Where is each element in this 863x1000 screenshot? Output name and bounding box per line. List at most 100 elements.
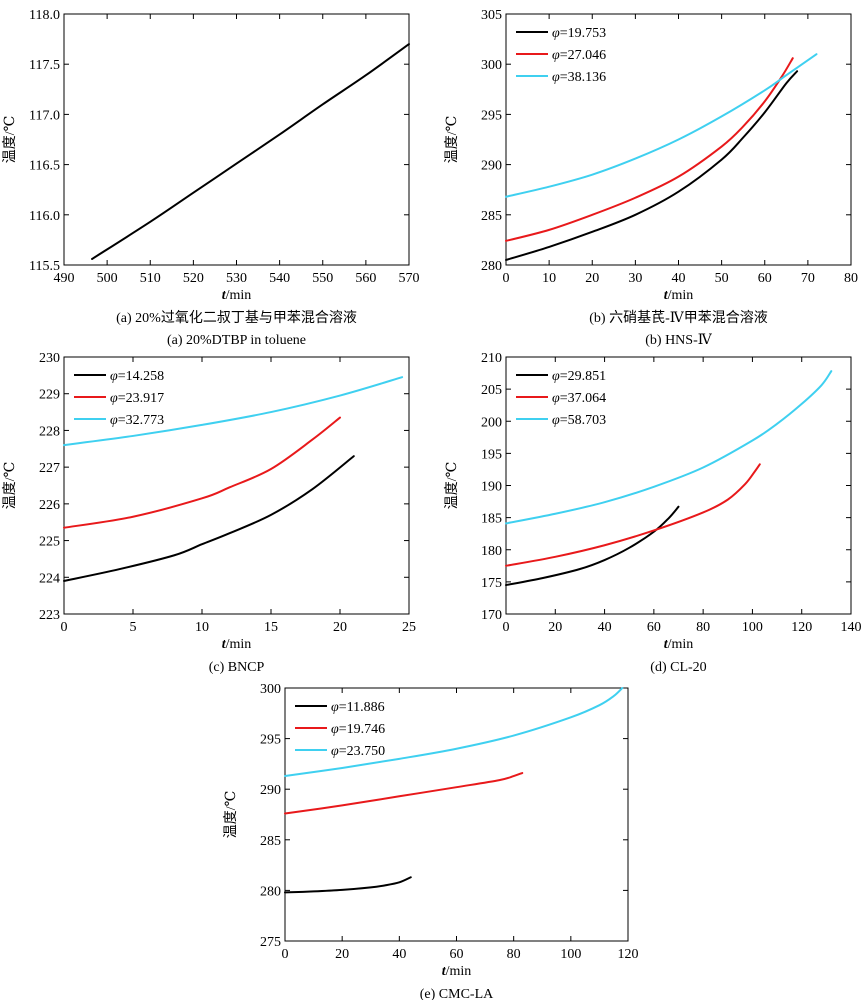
y-axis-title: 温度/℃ — [444, 462, 460, 510]
y-tick-label: 116.5 — [29, 159, 60, 174]
y-tick-label: 223 — [39, 608, 60, 623]
chart-panel-2: 0 10 20 30 40 50 60 70 80 280 285 290 295 300 305 t/min… — [444, 8, 858, 348]
y-tick-label: 300 — [481, 58, 502, 73]
series-line-3 — [505, 370, 833, 525]
x-tick-label: 5 — [130, 620, 137, 635]
y-tick-label: 117.5 — [29, 58, 60, 73]
series-line-1 — [505, 70, 799, 261]
x-tick-label: 570 — [399, 271, 420, 286]
y-tick-label: 295 — [260, 733, 281, 748]
y-tick-label: 275 — [260, 935, 281, 950]
y-tick-label: 117.0 — [29, 108, 60, 123]
series-line-2 — [505, 463, 761, 567]
x-tick-label: 0 — [503, 620, 510, 635]
series-line-1 — [63, 455, 355, 582]
legend-label: φ=38.136 — [552, 70, 606, 85]
x-axis-title: t/min — [664, 637, 694, 652]
series-line-1 — [284, 876, 412, 894]
legend-label: φ=29.851 — [552, 369, 606, 384]
x-tick-label: 0 — [503, 271, 510, 286]
x-tick-label: 40 — [392, 947, 406, 962]
chart-panel-5: 0 20 40 60 80 100 120 275 280 285 290 295 300 t/min 温度… — [223, 682, 639, 1000]
y-tick-label: 175 — [481, 576, 502, 591]
x-tick-label: 20 — [548, 620, 562, 635]
y-tick-label: 170 — [481, 608, 502, 623]
legend-label: φ=23.917 — [110, 391, 164, 406]
x-tick-label: 140 — [841, 620, 862, 635]
y-tick-label: 290 — [481, 159, 502, 174]
series-line-1 — [91, 43, 410, 260]
y-tick-label: 295 — [481, 108, 502, 123]
x-tick-label: 25 — [402, 620, 416, 635]
x-tick-label: 20 — [333, 620, 347, 635]
y-tick-label: 195 — [481, 447, 502, 462]
x-tick-label: 0 — [61, 620, 68, 635]
x-tick-label: 520 — [183, 271, 204, 286]
x-tick-label: 120 — [791, 620, 812, 635]
x-axis-title: t/min — [222, 288, 252, 303]
x-tick-label: 540 — [269, 271, 290, 286]
legend-label: φ=19.753 — [552, 26, 606, 41]
x-tick-label: 40 — [672, 271, 686, 286]
legend-label: φ=11.886 — [331, 700, 385, 715]
x-tick-label: 100 — [560, 947, 581, 962]
x-axis-title: t/min — [664, 288, 694, 303]
y-axis-title: 温度/℃ — [444, 116, 460, 164]
plot-frame — [63, 13, 410, 266]
y-tick-label: 228 — [39, 424, 60, 439]
x-tick-label: 80 — [696, 620, 710, 635]
chart-panel-1: 490 500 510 520 530 540 550 560 570 115.5 116.0 116… — [2, 8, 420, 348]
y-tick-label: 190 — [481, 480, 502, 495]
x-tick-label: 550 — [312, 271, 333, 286]
x-tick-label: 0 — [282, 947, 289, 962]
y-tick-label: 225 — [39, 535, 60, 550]
x-tick-label: 560 — [355, 271, 376, 286]
y-tick-label: 200 — [481, 415, 502, 430]
y-tick-label: 180 — [481, 544, 502, 559]
legend-label: φ=27.046 — [552, 48, 606, 63]
x-tick-label: 120 — [618, 947, 639, 962]
x-tick-label: 490 — [54, 271, 75, 286]
x-tick-label: 100 — [742, 620, 763, 635]
y-axis-title: 温度/℃ — [223, 791, 239, 839]
legend-label: φ=19.746 — [331, 722, 385, 737]
plot-frame — [63, 356, 410, 615]
y-tick-label: 185 — [481, 512, 502, 527]
series-line-3 — [63, 376, 404, 447]
panel-caption: (b) 六硝基芪-Ⅳ甲苯混合溶液 — [589, 309, 767, 326]
y-tick-label: 285 — [481, 209, 502, 224]
y-axis-title: 温度/℃ — [2, 462, 18, 510]
legend-label: φ=32.773 — [110, 413, 164, 428]
x-axis-title: t/min — [222, 637, 252, 652]
chart-panel-3: 0 5 10 15 20 25 223 224 225 226 227 228 229 230 t/min 温… — [2, 351, 416, 675]
x-tick-label: 510 — [140, 271, 161, 286]
y-tick-label: 290 — [260, 783, 281, 798]
y-tick-label: 300 — [260, 682, 281, 697]
y-tick-label: 210 — [481, 351, 502, 366]
x-tick-label: 30 — [628, 271, 642, 286]
y-tick-label: 118.0 — [29, 8, 60, 23]
x-tick-label: 70 — [801, 271, 815, 286]
x-tick-label: 60 — [758, 271, 772, 286]
legend-label: φ=14.258 — [110, 369, 164, 384]
y-tick-label: 116.0 — [29, 209, 60, 224]
x-tick-label: 15 — [264, 620, 278, 635]
x-tick-label: 20 — [335, 947, 349, 962]
x-axis-title: t/min — [442, 964, 472, 979]
series-line-2 — [284, 772, 524, 815]
x-tick-label: 60 — [647, 620, 661, 635]
series-line-3 — [284, 687, 624, 778]
y-tick-label: 115.5 — [29, 259, 60, 274]
y-tick-label: 285 — [260, 834, 281, 849]
y-axis-title: 温度/℃ — [2, 116, 18, 164]
series-line-3 — [505, 53, 818, 198]
x-tick-label: 50 — [715, 271, 729, 286]
y-tick-label: 305 — [481, 8, 502, 23]
y-tick-label: 280 — [481, 259, 502, 274]
panel-caption: (a) 20%DTBP in toluene — [167, 333, 306, 348]
x-tick-label: 530 — [226, 271, 247, 286]
x-tick-label: 80 — [507, 947, 521, 962]
panel-caption: (d) CL-20 — [650, 660, 706, 675]
x-tick-label: 80 — [844, 271, 858, 286]
